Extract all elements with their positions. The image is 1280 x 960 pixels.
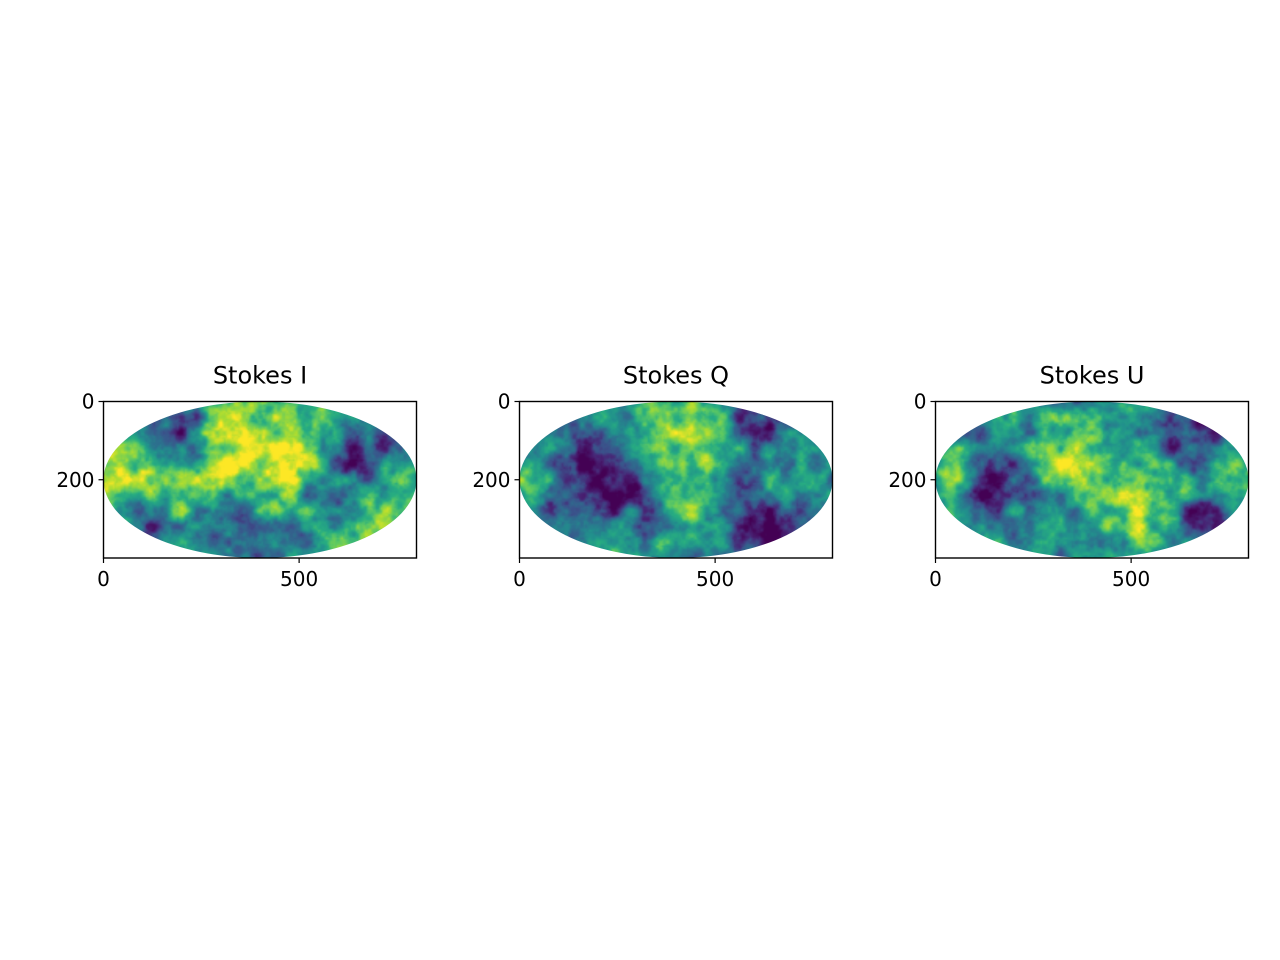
panel-1: 0 500 0 200 Stokes I [56,362,418,591]
sky-map-image [935,401,1249,558]
sky-map-image [519,401,833,558]
sky-map-image [103,401,417,558]
panel-title: Stokes Q [623,362,729,390]
x-tick-label: 0 [929,567,942,591]
panel-title: Stokes I [213,362,307,390]
panel-2: 0 500 0 200 Stokes Q [472,362,834,591]
y-tick-label: 0 [914,390,927,414]
x-tick-label: 0 [513,567,526,591]
y-tick-label: 0 [498,390,511,414]
y-tick-label: 200 [472,468,510,492]
y-tick-label: 200 [888,468,926,492]
x-tick-label: 500 [280,567,318,591]
y-tick-label: 0 [82,390,95,414]
x-tick-label: 0 [97,567,110,591]
x-tick-label: 500 [1112,567,1150,591]
y-tick-label: 200 [56,468,94,492]
panel-title: Stokes U [1040,362,1145,390]
panel-3: 0 500 0 200 Stokes U [888,362,1250,591]
x-tick-label: 500 [696,567,734,591]
